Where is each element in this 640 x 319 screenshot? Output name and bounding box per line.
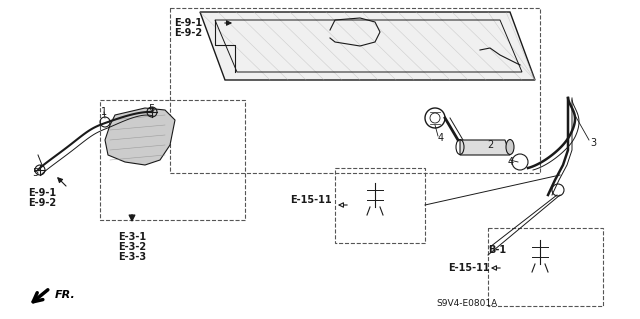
Text: 3: 3 <box>590 138 596 148</box>
Bar <box>100 100 245 220</box>
Text: FR.: FR. <box>55 290 76 300</box>
Text: S9V4-E0801A: S9V4-E0801A <box>436 299 497 308</box>
Text: 5: 5 <box>32 168 38 178</box>
Text: 4: 4 <box>508 157 514 167</box>
Text: E-3-1: E-3-1 <box>118 232 146 242</box>
Text: B-1: B-1 <box>488 245 506 255</box>
Ellipse shape <box>506 139 514 154</box>
Bar <box>335 168 425 243</box>
Text: 5: 5 <box>148 104 154 114</box>
Text: E-9-2: E-9-2 <box>174 28 202 38</box>
Polygon shape <box>460 140 510 155</box>
Text: E-9-2: E-9-2 <box>28 198 56 208</box>
Text: E-3-3: E-3-3 <box>118 252 146 262</box>
Text: E-3-2: E-3-2 <box>118 242 146 252</box>
Text: E-9-1: E-9-1 <box>174 18 202 28</box>
Text: 1: 1 <box>101 107 107 117</box>
Polygon shape <box>105 108 175 165</box>
Bar <box>170 8 540 173</box>
Text: E-9-1: E-9-1 <box>28 188 56 198</box>
Text: E-15-11: E-15-11 <box>448 263 490 273</box>
Text: E-15-11: E-15-11 <box>290 195 332 205</box>
Bar <box>488 228 603 306</box>
Polygon shape <box>200 12 535 80</box>
Text: 2: 2 <box>487 140 493 150</box>
Text: 4: 4 <box>438 133 444 143</box>
